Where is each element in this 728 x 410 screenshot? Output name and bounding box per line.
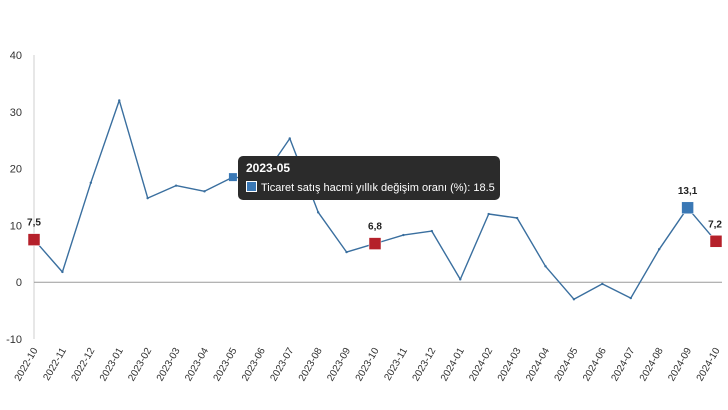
data-point	[402, 233, 405, 237]
data-point	[89, 181, 93, 184]
data-point	[61, 270, 64, 274]
data-label: 7,5	[27, 218, 41, 229]
x-tick-label: 2023-11	[383, 346, 411, 383]
x-tick-label: 2023-05	[212, 346, 240, 384]
x-tick-label: 2024-07	[609, 346, 637, 384]
x-tick-label: 2023-12	[411, 346, 439, 384]
y-tick-label: 10	[10, 220, 22, 232]
highlight-marker	[27, 233, 41, 246]
tooltip-title: 2023-05	[246, 161, 291, 175]
x-tick-label: 2024-04	[524, 346, 552, 384]
x-tick-label: 2024-06	[581, 346, 609, 384]
tooltip-value: 18.5	[473, 182, 495, 194]
x-tick-label: 2023-07	[268, 346, 296, 384]
y-tick-label: 30	[10, 107, 22, 119]
x-tick-label: 2023-08	[297, 346, 325, 384]
data-point	[174, 184, 178, 187]
data-point	[572, 298, 576, 301]
x-tick-label: 2024-10	[695, 346, 723, 384]
x-tick-label: 2024-03	[496, 346, 524, 384]
y-tick-label: 20	[10, 164, 22, 176]
x-tick-label: 2022-10	[13, 346, 41, 384]
data-point	[430, 229, 434, 233]
data-point	[345, 250, 348, 254]
data-point	[459, 278, 462, 281]
data-point	[146, 196, 149, 200]
data-point	[544, 265, 547, 268]
data-point	[316, 211, 320, 214]
x-tick-label: 2024-01	[439, 346, 467, 384]
x-tick-label: 2024-08	[638, 346, 666, 384]
x-tick-label: 2022-12	[70, 346, 98, 384]
highlight-marker	[709, 235, 723, 248]
data-label: 7,2	[708, 219, 722, 230]
tooltip-series-label: Ticaret satış hacmi yıllık değişim oranı…	[261, 182, 471, 194]
x-tick-label: 2023-09	[325, 346, 353, 384]
data-point	[601, 282, 604, 286]
x-tick-label: 2024-09	[666, 346, 694, 384]
data-label: 6,8	[368, 222, 382, 233]
highlight-marker	[368, 237, 382, 250]
data-point	[288, 137, 291, 140]
x-tick-label: 2024-02	[467, 346, 495, 384]
data-point	[629, 296, 632, 300]
x-tick-label: 2023-02	[126, 346, 154, 384]
data-point	[203, 190, 206, 193]
hover-point-marker	[228, 173, 237, 182]
highlight-marker	[681, 201, 694, 215]
tooltip-swatch	[246, 181, 257, 192]
x-tick-label: 2023-04	[183, 346, 211, 384]
x-tick-label: 2023-01	[98, 346, 126, 384]
chart-tooltip: 2023-05 Ticaret satış hacmi yıllık değiş…	[238, 156, 500, 200]
data-point	[515, 216, 519, 220]
x-tick-label: 2023-03	[155, 346, 183, 384]
data-point	[487, 212, 490, 216]
data-label: 13,1	[678, 186, 698, 197]
x-tick-label: 2023-10	[354, 346, 382, 384]
data-point	[118, 99, 121, 102]
y-tick-label: -10	[6, 334, 22, 346]
tooltip-row: Ticaret satış hacmi yıllık değişim oranı…	[246, 180, 495, 196]
x-tick-label: 2022-11	[42, 346, 70, 383]
y-tick-label: 40	[10, 50, 22, 62]
x-tick-label: 2024-05	[553, 346, 581, 384]
x-tick-label: 2023-06	[240, 346, 268, 384]
data-point	[657, 248, 661, 251]
y-tick-label: 0	[16, 277, 22, 289]
